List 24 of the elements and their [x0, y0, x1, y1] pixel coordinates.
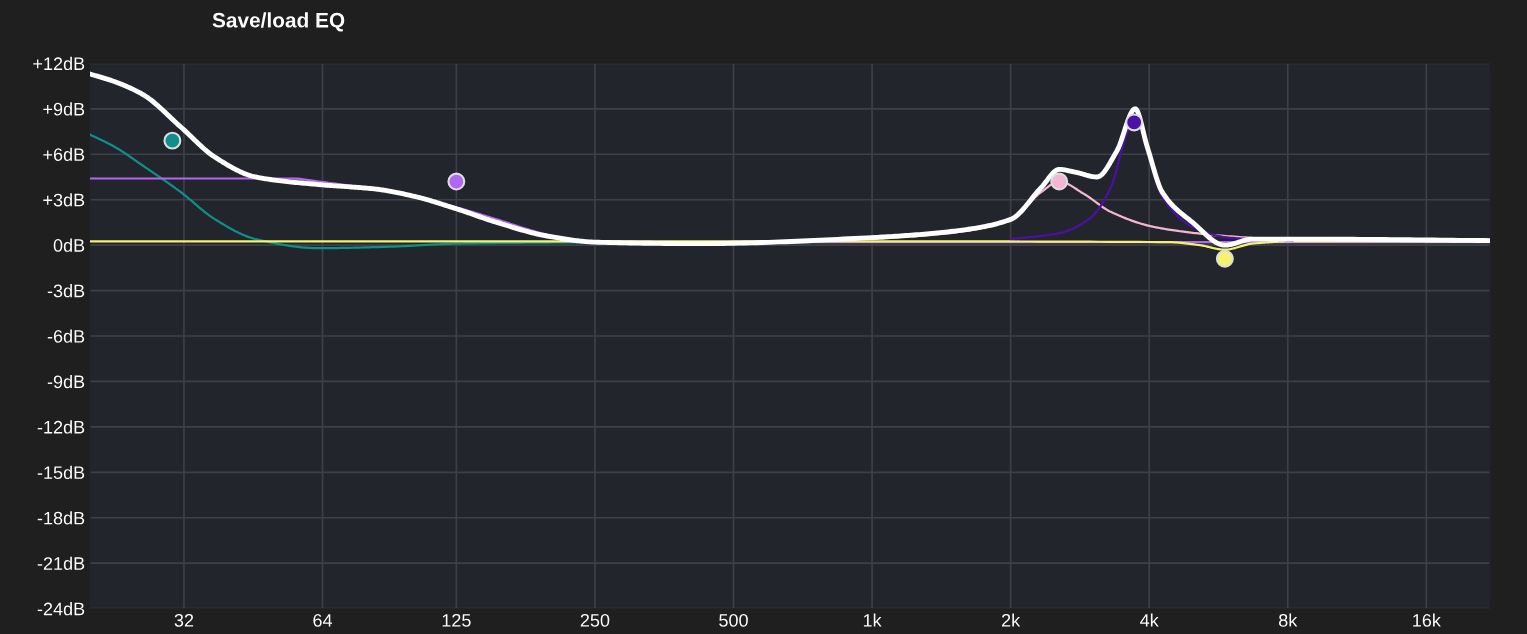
x-tick-label: 2k [1002, 613, 1021, 627]
chart-title: Save/load EQ [212, 12, 345, 32]
x-tick-label: 1k [863, 613, 882, 627]
y-tick-label: +3dB [43, 193, 85, 207]
y-tick-label: -21dB [37, 556, 85, 570]
y-tick-label: -15dB [37, 465, 85, 480]
x-tick-label: 16k [1413, 613, 1441, 627]
x-tick-label: 4k [1140, 613, 1159, 627]
x-tick-label: 64 [313, 613, 333, 627]
y-tick-label: +9dB [43, 102, 85, 116]
y-tick-label: -18dB [37, 511, 85, 525]
y-tick-label: -24dB [37, 602, 85, 616]
x-tick-label: 32 [174, 613, 194, 627]
y-tick-label: -3dB [47, 284, 85, 298]
y-tick-label: -6dB [47, 329, 85, 343]
y-tick-label: -9dB [47, 374, 85, 389]
y-tick-label: +12dB [33, 56, 85, 71]
y-tick-label: 0dB [53, 238, 85, 252]
x-tick-label: 8k [1279, 613, 1298, 627]
x-tick-label: 125 [442, 613, 471, 627]
x-tick-label: 250 [580, 613, 610, 627]
x-tick-label: 500 [719, 613, 748, 627]
y-tick-label: +6dB [43, 147, 85, 161]
y-tick-label: -12dB [37, 420, 85, 434]
